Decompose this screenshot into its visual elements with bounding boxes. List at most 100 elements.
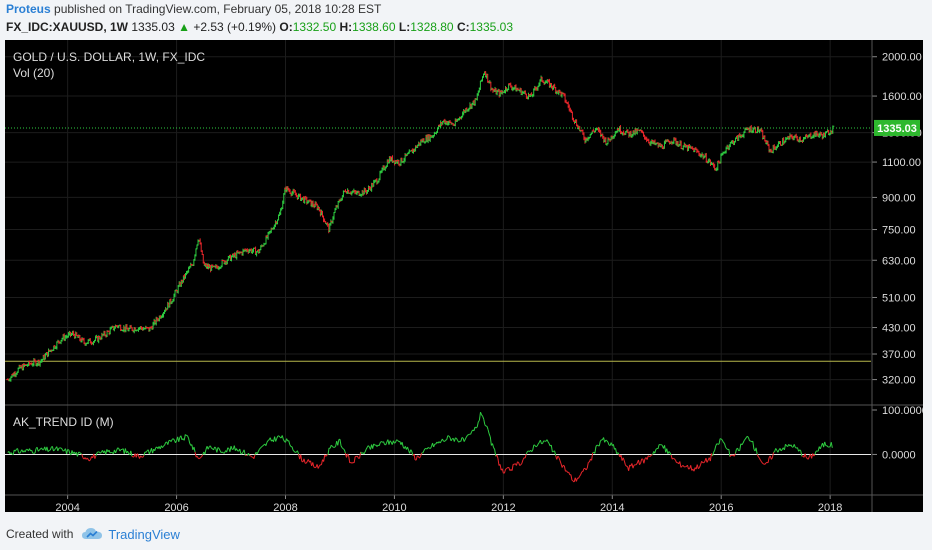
indicator-segment <box>546 439 549 442</box>
indicator-segment <box>595 444 598 447</box>
indicator-segment <box>497 458 500 466</box>
indicator-segment <box>258 447 261 450</box>
indicator-tick-label: 0.0000 <box>882 449 916 461</box>
indicator-segment <box>807 455 810 460</box>
indicator-segment <box>762 462 765 465</box>
indicator-segment <box>340 445 343 448</box>
publish-info: Proteus published on TradingView.com, Fe… <box>6 2 381 18</box>
indicator-segment <box>276 435 279 439</box>
author-name[interactable]: Proteus <box>6 2 51 16</box>
indicator-segment <box>505 468 507 470</box>
indicator-segment <box>253 454 256 459</box>
indicator-segment <box>312 462 315 467</box>
indicator-segment <box>269 437 272 442</box>
symbol-bar: FX_IDC:XAUUSD, 1W 1335.03 ▲ +2.53 (+0.19… <box>6 20 513 36</box>
time-tick-label: 2010 <box>382 502 406 512</box>
indicator-segment <box>331 445 334 448</box>
created-with-text: Created with <box>6 527 74 541</box>
chart-area[interactable]: 2000.001600.001300.001100.00900.00750.00… <box>5 40 928 514</box>
chart-svg[interactable]: 2000.001600.001300.001100.00900.00750.00… <box>5 40 928 514</box>
indicator-segment <box>742 440 745 444</box>
indicator-segment <box>413 454 416 461</box>
indicator-segment <box>682 465 685 468</box>
indicator-segment <box>534 445 537 448</box>
indicator-segment <box>373 443 376 446</box>
indicator-segment <box>481 414 484 417</box>
indicator-segment <box>819 445 822 450</box>
indicator-segment <box>785 443 787 447</box>
indicator-segment <box>46 446 49 452</box>
indicator-segment <box>746 435 749 438</box>
indicator-segment <box>764 462 767 465</box>
indicator-segment <box>275 438 278 442</box>
indicator-segment <box>824 441 827 446</box>
indicator-segment <box>603 437 606 443</box>
indicator-segment <box>207 446 210 450</box>
indicator-segment <box>796 447 800 452</box>
indicator-segment <box>757 456 760 459</box>
indicator-segment <box>286 438 289 442</box>
indicator-segment <box>579 474 582 477</box>
indicator-segment <box>826 445 829 448</box>
indicator-segment <box>376 444 379 447</box>
indicator-segment <box>318 464 321 467</box>
indicator-segment <box>236 448 239 452</box>
price-tick-label: 900.00 <box>882 192 916 204</box>
indicator-segment <box>439 440 442 444</box>
indicator-segment <box>394 442 396 444</box>
price-tick-label: 370.00 <box>882 349 916 361</box>
indicator-segment <box>201 454 204 457</box>
time-tick-label: 2014 <box>600 502 624 512</box>
indicator-segment <box>266 440 269 443</box>
indicator-segment <box>188 438 191 444</box>
indicator-segment <box>605 439 608 442</box>
indicator-segment <box>99 451 102 454</box>
indicator-segment <box>194 452 197 458</box>
indicator-segment <box>38 448 41 451</box>
indicator-segment <box>282 439 285 442</box>
indicator-segment <box>239 448 242 454</box>
indicator-segment <box>647 455 650 457</box>
indicator-segment <box>793 444 796 448</box>
indicator-segment <box>79 452 82 454</box>
indicator-segment <box>183 434 186 441</box>
indicator-segment <box>289 444 292 447</box>
indicator-segment <box>89 459 91 462</box>
tradingview-brand-link[interactable]: TradingView <box>108 526 180 542</box>
indicator-segment <box>51 446 54 452</box>
indicator-segment <box>559 460 562 464</box>
indicator-segment <box>76 451 80 457</box>
indicator-segment <box>670 454 673 460</box>
indicator-segment <box>450 438 453 442</box>
indicator-segment <box>558 457 561 461</box>
time-tick-label: 2006 <box>164 502 188 512</box>
indicator-segment <box>726 448 729 451</box>
indicator-segment <box>765 461 768 464</box>
indicator-segment <box>814 451 817 455</box>
indicator-segment <box>12 449 15 455</box>
indicator-segment <box>804 453 807 458</box>
indicator-segment <box>364 449 367 453</box>
indicator-segment <box>501 468 504 474</box>
indicator-segment <box>37 449 40 452</box>
indicator-segment <box>95 452 98 456</box>
indicator-segment <box>448 435 451 438</box>
indicator-segment <box>57 448 60 452</box>
indicator-segment <box>34 448 37 454</box>
indicator-segment <box>612 444 615 450</box>
indicator-segment <box>303 458 306 464</box>
indicator-segment <box>800 450 803 457</box>
indicator-segment <box>351 462 354 464</box>
indicator-segment <box>660 444 663 446</box>
indicator-segment <box>453 437 456 442</box>
indicator-segment <box>773 451 775 453</box>
indicator-segment <box>54 448 57 451</box>
up-arrow-icon: ▲ <box>178 20 190 34</box>
indicator-segment <box>300 454 303 462</box>
tradingview-cloud-icon[interactable] <box>81 527 103 541</box>
indicator-segment <box>293 450 296 453</box>
publish-date: published on TradingView.com, February 0… <box>54 2 382 16</box>
indicator-segment <box>68 449 71 454</box>
indicator-segment <box>410 449 413 452</box>
indicator-segment <box>522 457 525 461</box>
